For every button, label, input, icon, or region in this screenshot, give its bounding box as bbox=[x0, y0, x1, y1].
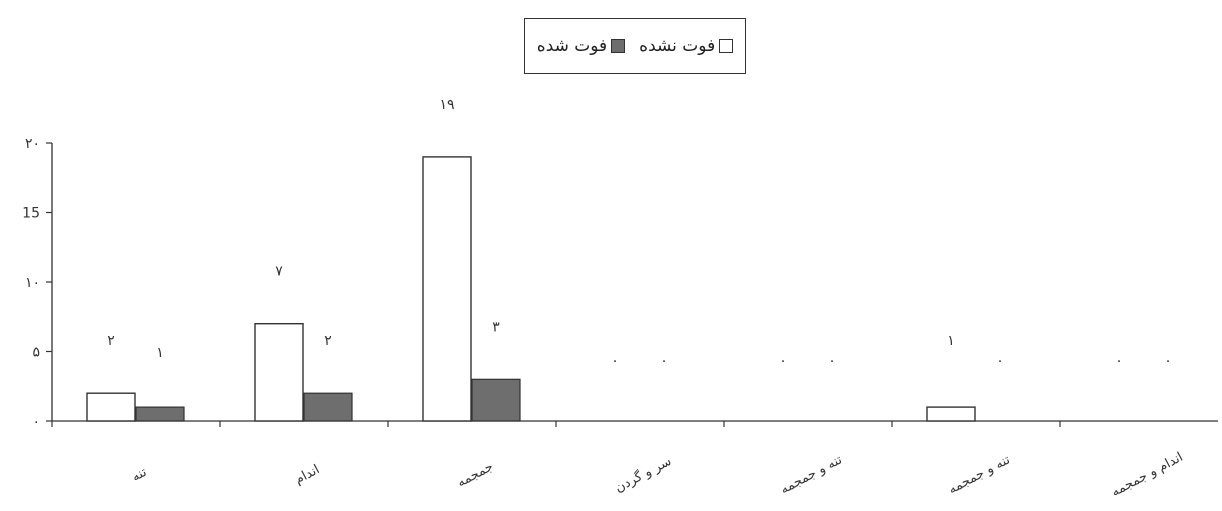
data-label-not-died-1: ۷ bbox=[275, 264, 283, 280]
category-label-6: اندام و جمجمه bbox=[1109, 450, 1186, 500]
category-label-0: تنه bbox=[129, 465, 149, 485]
category-label-2: جمجمه bbox=[455, 459, 496, 490]
bar-died-1 bbox=[303, 392, 353, 422]
data-label-died-0: ۱ bbox=[156, 345, 164, 361]
data-label-not-died-0: ۲ bbox=[107, 333, 115, 349]
legend-item-not-died: فوت نشده bbox=[639, 36, 734, 56]
bar-died-2 bbox=[471, 378, 521, 422]
bar-not-died-5 bbox=[926, 406, 976, 422]
data-label-died-5: ۰ bbox=[996, 353, 1004, 369]
category-label-4: تنه و جمجمه bbox=[778, 452, 845, 497]
bar-not-died-0 bbox=[86, 392, 136, 422]
category-label-5: تنه و جمجمه bbox=[946, 452, 1013, 497]
y-tick-label-3: 15 bbox=[22, 206, 40, 222]
y-tick-label-1: ۵ bbox=[32, 345, 40, 361]
data-label-not-died-6: ۰ bbox=[1115, 353, 1123, 369]
bar-died-0 bbox=[135, 406, 185, 422]
data-label-died-3: ۰ bbox=[660, 353, 668, 369]
data-label-not-died-4: ۰ bbox=[779, 353, 787, 369]
data-label-died-4: ۰ bbox=[828, 353, 836, 369]
legend-label-died: فوت شده bbox=[536, 36, 608, 56]
bar-not-died-1 bbox=[254, 323, 304, 422]
bar-not-died-2 bbox=[422, 156, 472, 422]
data-label-died-2: ۳ bbox=[492, 319, 500, 335]
data-label-died-1: ۲ bbox=[324, 333, 332, 349]
legend-item-died: فوت شده bbox=[536, 36, 626, 56]
legend-swatch-not-died bbox=[719, 39, 734, 53]
y-tick-label-4: ۲۰ bbox=[25, 136, 40, 152]
legend-label-not-died: فوت نشده bbox=[639, 36, 716, 56]
data-label-not-died-2: ۱۹ bbox=[439, 97, 454, 113]
y-tick-label-2: ۱۰ bbox=[25, 275, 40, 291]
legend-swatch-died bbox=[611, 39, 626, 53]
data-label-died-6: ۰ bbox=[1164, 353, 1172, 369]
y-tick-label-0: ۰ bbox=[32, 414, 40, 430]
category-label-3: سر و گردن bbox=[612, 453, 674, 496]
legend: فوت نشده فوت شده bbox=[524, 18, 746, 74]
category-label-1: اندام bbox=[292, 462, 322, 487]
data-label-not-died-5: ۱ bbox=[947, 333, 955, 349]
data-label-not-died-3: ۰ bbox=[611, 353, 619, 369]
